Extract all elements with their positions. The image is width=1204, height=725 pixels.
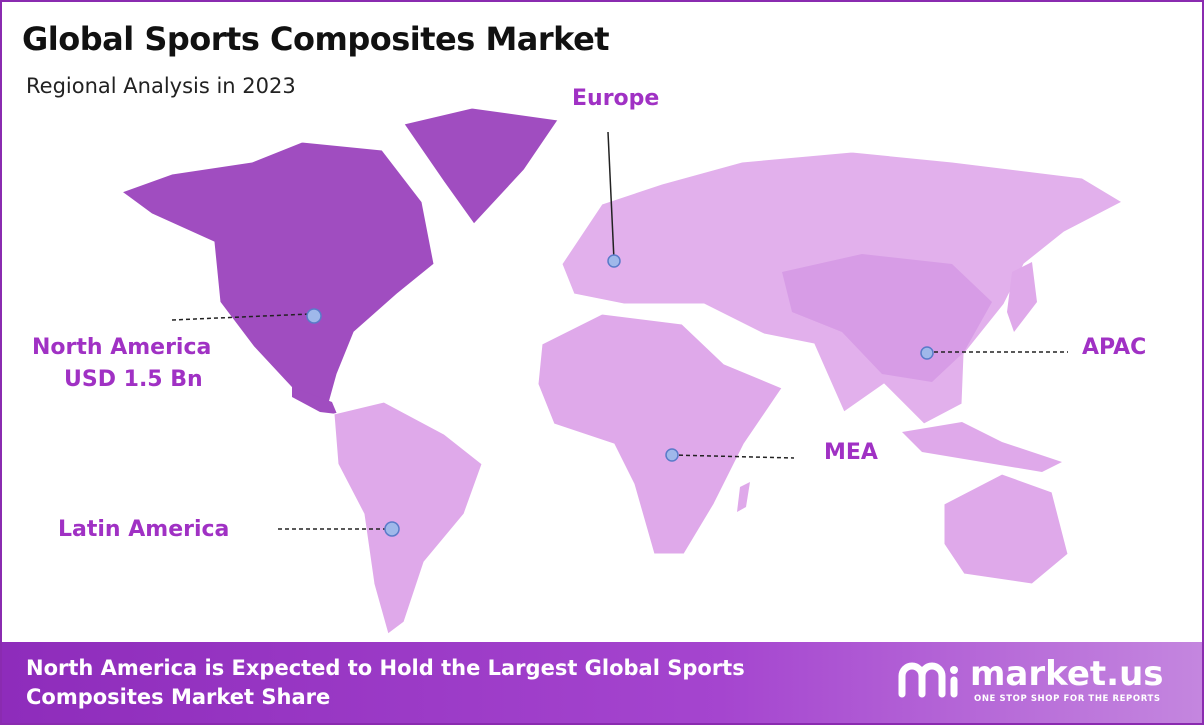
marker (920, 346, 934, 360)
africa (537, 313, 783, 555)
footer-text: North America is Expected to Hold the La… (26, 656, 745, 709)
continents (120, 107, 1124, 635)
logo-name: market.us (970, 654, 1164, 694)
japan (1007, 262, 1037, 332)
china-region (782, 254, 992, 382)
logo-icon (898, 662, 958, 698)
leader-line (171, 313, 311, 321)
leader-lines (171, 131, 1068, 530)
logo-tagline: ONE STOP SHOP FOR THE REPORTS (974, 694, 1161, 704)
madagascar (737, 482, 750, 512)
region-value: USD 1.5 Bn (64, 367, 203, 392)
islands (902, 422, 1062, 472)
marker (665, 448, 679, 462)
region-label: MEA (824, 440, 878, 465)
leader-line (671, 454, 795, 459)
world-map (120, 107, 1124, 635)
australia (943, 473, 1069, 585)
region-label: Europe (572, 86, 660, 111)
marker (607, 254, 621, 268)
marker (306, 308, 322, 324)
title: Global Sports Composites Market (22, 20, 610, 58)
marker (384, 521, 400, 537)
region-label: Latin America (58, 517, 230, 542)
greenland (403, 107, 559, 225)
markers (306, 254, 934, 537)
footer: North America is Expected to Hold the La… (2, 642, 1202, 723)
region-label: North America (32, 335, 212, 360)
central-america (292, 387, 337, 414)
subtitle: Regional Analysis in 2023 (26, 74, 296, 98)
south-america (333, 401, 483, 635)
north-america (120, 141, 435, 411)
region-label: APAC (1082, 335, 1147, 360)
leader-line (607, 131, 615, 261)
